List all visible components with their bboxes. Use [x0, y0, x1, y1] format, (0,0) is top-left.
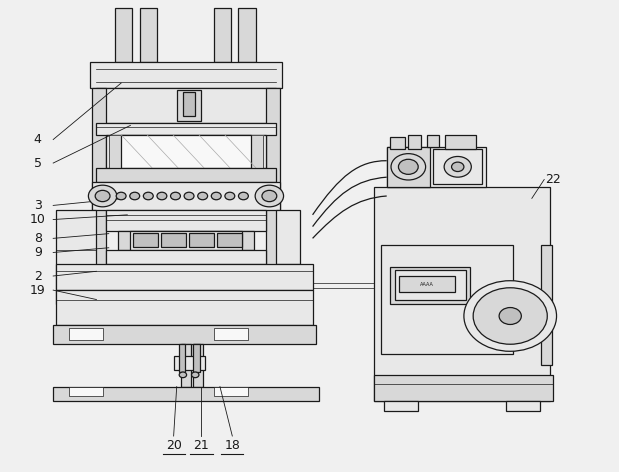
Bar [173, 356, 204, 370]
Bar [97, 88, 275, 123]
Bar [106, 250, 266, 264]
Bar [433, 149, 482, 184]
Bar [427, 135, 439, 147]
Circle shape [451, 162, 464, 171]
Circle shape [399, 159, 418, 174]
Bar [266, 88, 280, 293]
Bar [56, 290, 313, 325]
Bar [140, 8, 157, 62]
Bar [53, 387, 319, 401]
Bar [69, 387, 103, 396]
Circle shape [464, 281, 556, 351]
Bar [56, 264, 313, 290]
Bar [193, 344, 199, 372]
Bar [178, 344, 184, 372]
Bar [92, 88, 106, 293]
Text: 22: 22 [545, 173, 561, 186]
Bar [131, 231, 241, 250]
Bar [217, 233, 241, 247]
Circle shape [391, 154, 426, 180]
Bar [176, 90, 201, 121]
Text: 5: 5 [34, 157, 41, 169]
Text: 9: 9 [34, 246, 41, 259]
Circle shape [116, 192, 126, 200]
Bar [121, 135, 251, 168]
Bar [387, 147, 485, 186]
Bar [275, 210, 300, 264]
Circle shape [444, 156, 471, 177]
Circle shape [211, 192, 221, 200]
Bar [381, 245, 513, 354]
Bar [115, 8, 132, 62]
Bar [183, 93, 195, 116]
Bar [214, 8, 231, 62]
Circle shape [255, 185, 284, 207]
Bar [53, 325, 316, 344]
Circle shape [184, 192, 194, 200]
Bar [92, 182, 280, 210]
Bar [214, 328, 248, 339]
Text: AAAA: AAAA [420, 282, 434, 287]
Bar [69, 328, 103, 339]
Circle shape [238, 192, 248, 200]
Bar [97, 168, 275, 182]
Bar [106, 135, 266, 168]
Bar [106, 210, 266, 231]
Text: 19: 19 [30, 284, 46, 296]
Circle shape [89, 185, 117, 207]
Circle shape [499, 308, 521, 324]
Bar [97, 123, 275, 135]
Text: 8: 8 [34, 232, 41, 245]
Bar [399, 276, 454, 293]
Bar [390, 267, 470, 304]
Bar [109, 135, 121, 168]
Bar [387, 147, 430, 186]
Circle shape [157, 192, 167, 200]
Bar [506, 401, 540, 411]
Bar [90, 62, 282, 88]
Bar [374, 375, 553, 401]
Bar [384, 401, 418, 411]
Text: 2: 2 [34, 270, 41, 283]
Circle shape [130, 192, 140, 200]
Bar [374, 186, 550, 401]
Bar [181, 344, 191, 387]
Text: 18: 18 [224, 439, 240, 452]
Text: 10: 10 [30, 213, 46, 226]
Text: 4: 4 [34, 133, 41, 146]
Circle shape [179, 372, 186, 378]
Polygon shape [251, 135, 263, 168]
Circle shape [144, 192, 154, 200]
Bar [390, 137, 405, 149]
Circle shape [225, 192, 235, 200]
Bar [56, 210, 97, 304]
Bar [134, 233, 158, 247]
Text: 3: 3 [34, 199, 41, 212]
Bar [251, 135, 263, 168]
Circle shape [171, 192, 180, 200]
Bar [409, 135, 421, 149]
Bar [162, 233, 186, 247]
Bar [118, 231, 254, 250]
Polygon shape [109, 135, 121, 168]
Circle shape [191, 372, 199, 378]
Bar [541, 245, 552, 365]
Bar [238, 8, 256, 62]
Bar [214, 387, 248, 396]
Text: 21: 21 [194, 439, 209, 452]
Bar [189, 233, 214, 247]
Circle shape [197, 192, 207, 200]
Bar [446, 135, 476, 149]
Circle shape [95, 190, 110, 202]
Bar [395, 270, 465, 301]
Text: 20: 20 [166, 439, 181, 452]
Circle shape [262, 190, 277, 202]
Bar [193, 344, 203, 387]
Circle shape [473, 288, 547, 344]
